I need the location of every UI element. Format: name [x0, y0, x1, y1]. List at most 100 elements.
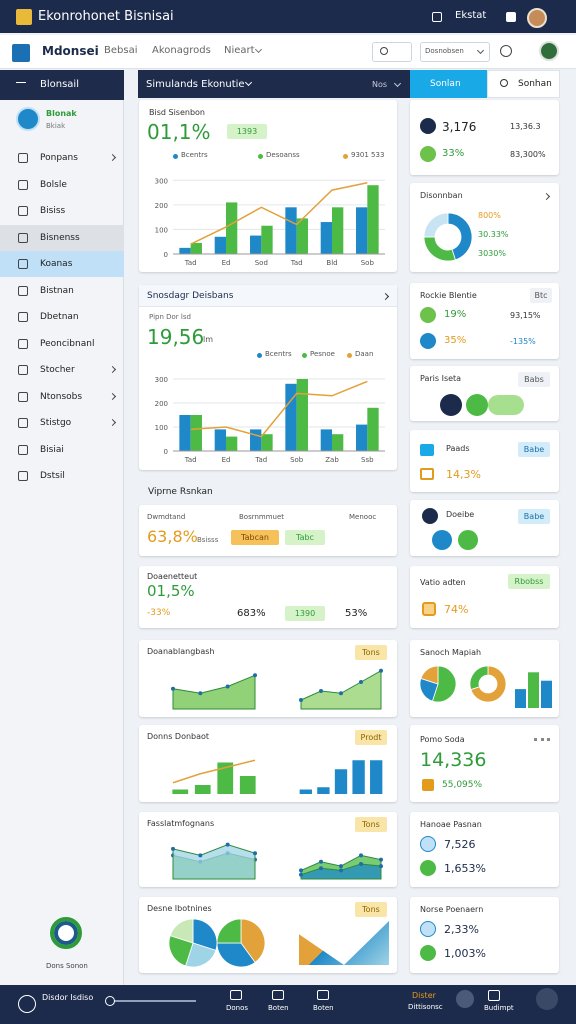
icon: [456, 990, 474, 1008]
point: [171, 846, 175, 851]
menu-label[interactable]: Bisnenss: [40, 232, 80, 243]
footer-logo: [50, 917, 82, 949]
search-icon: [380, 47, 388, 55]
icon: [440, 394, 462, 416]
menu-item[interactable]: [0, 251, 124, 277]
badge: Prodt: [355, 730, 387, 745]
label: 7,526: [444, 838, 476, 851]
menu-label[interactable]: Stocher: [40, 365, 75, 375]
legend-entry: Bcentrs: [181, 151, 208, 159]
chart: [217, 919, 265, 967]
label: Vatio adten: [420, 578, 466, 587]
bottom-item[interactable]: Boten: [313, 1004, 334, 1012]
bar: [261, 225, 273, 254]
label: Doanablangbash: [147, 647, 215, 656]
badge: Tons: [355, 817, 387, 832]
nav-link[interactable]: Nieart: [224, 45, 255, 56]
badge[interactable]: Tabcan: [231, 530, 279, 545]
point: [171, 686, 175, 691]
bottom-item[interactable]: Donos: [226, 1004, 249, 1012]
menu-icon: [18, 418, 28, 428]
bar: [356, 424, 368, 451]
menu-icon: [18, 338, 28, 349]
badge[interactable]: Babs: [518, 372, 550, 387]
chart: [169, 919, 217, 967]
menu-label[interactable]: Bisiss: [40, 206, 66, 216]
card: Vatio adten Rbobss 74%: [410, 566, 559, 628]
line-series: [172, 759, 256, 784]
secondary-button[interactable]: [487, 70, 560, 98]
menu-label[interactable]: Dbetnan: [40, 312, 79, 322]
user-name[interactable]: Ekstat: [455, 10, 487, 21]
icon[interactable]: [488, 990, 500, 1001]
label: Norse Poenaern: [420, 905, 484, 914]
bar: [190, 242, 202, 254]
bottom-item[interactable]: Boten: [268, 1004, 289, 1012]
point: [225, 684, 230, 689]
menu-label[interactable]: Bisiai: [40, 444, 64, 455]
menu-label[interactable]: Bistnan: [40, 285, 74, 296]
icon: [18, 995, 36, 1013]
chart: [171, 673, 257, 710]
label: 1,003%: [444, 947, 486, 960]
point: [253, 851, 257, 856]
search-box[interactable]: [372, 42, 412, 62]
sidebar: [0, 70, 124, 985]
bar: [317, 787, 330, 794]
card: Rockie Blentie Btc 19% 93,15% 35% -135%: [410, 283, 559, 359]
y-tick-label: 100: [155, 226, 168, 234]
menu-dots: [534, 738, 550, 741]
bar: [296, 218, 308, 254]
label: Pomo Soda: [420, 735, 465, 744]
bar: [250, 235, 262, 254]
slider-track[interactable]: [108, 1000, 196, 1002]
bar: [179, 415, 191, 451]
badge: Tons: [355, 902, 387, 917]
badge: 1393: [227, 124, 267, 139]
bar: [194, 785, 211, 794]
card: Hanoae Pasnan 7,526 1,653%: [410, 812, 559, 887]
icon[interactable]: [272, 990, 284, 1000]
icon: [420, 468, 434, 480]
nav-link[interactable]: Bebsai: [104, 45, 138, 56]
icon[interactable]: [230, 990, 242, 1000]
menu-label[interactable]: Dstsil: [40, 471, 65, 481]
menu-label[interactable]: Peoncibnanl: [40, 338, 95, 349]
legend-swatch: [257, 353, 262, 358]
menu-label[interactable]: Ponpans: [40, 153, 78, 163]
card: Sanoch Mapiah: [410, 640, 559, 717]
label: Bosrnmmuet: [239, 513, 285, 521]
back-arrow: [16, 82, 26, 87]
fab: [536, 988, 558, 1010]
point: [299, 868, 303, 873]
menu-label[interactable]: Koanas: [40, 259, 73, 269]
menu-label[interactable]: Ntonsobs: [40, 391, 83, 402]
y-tick-label: 0: [164, 448, 168, 456]
primary-button[interactable]: [410, 70, 487, 98]
icon[interactable]: [317, 990, 329, 1000]
icon: [422, 779, 434, 791]
icon: [422, 602, 436, 616]
point: [339, 691, 343, 696]
badge[interactable]: Btc: [530, 288, 552, 303]
bottom-action[interactable]: Budimpt: [484, 1004, 514, 1012]
button-label[interactable]: Sonhan: [518, 79, 552, 89]
filter[interactable]: Nos: [372, 80, 388, 89]
pie-slice: [470, 666, 489, 691]
badge[interactable]: Babe: [518, 509, 550, 524]
badge[interactable]: Tabc: [285, 530, 325, 545]
pie-slice: [470, 666, 506, 702]
point: [379, 864, 383, 869]
badge: 1390: [285, 606, 325, 621]
label: Menooc: [349, 513, 377, 521]
badge[interactable]: Babe: [518, 442, 550, 457]
menu-label[interactable]: Stistgo: [40, 418, 72, 428]
card: Pomo Soda 14,336 55,095%: [410, 725, 559, 802]
button-label[interactable]: Sonlan: [430, 79, 461, 89]
label: -33%: [147, 608, 171, 618]
menu-label[interactable]: Bolsle: [40, 179, 67, 190]
nav-link[interactable]: Akonagrods: [152, 45, 211, 56]
label: Hanoae Pasnan: [420, 820, 482, 829]
select[interactable]: [420, 42, 490, 62]
menu-item[interactable]: [0, 224, 124, 251]
